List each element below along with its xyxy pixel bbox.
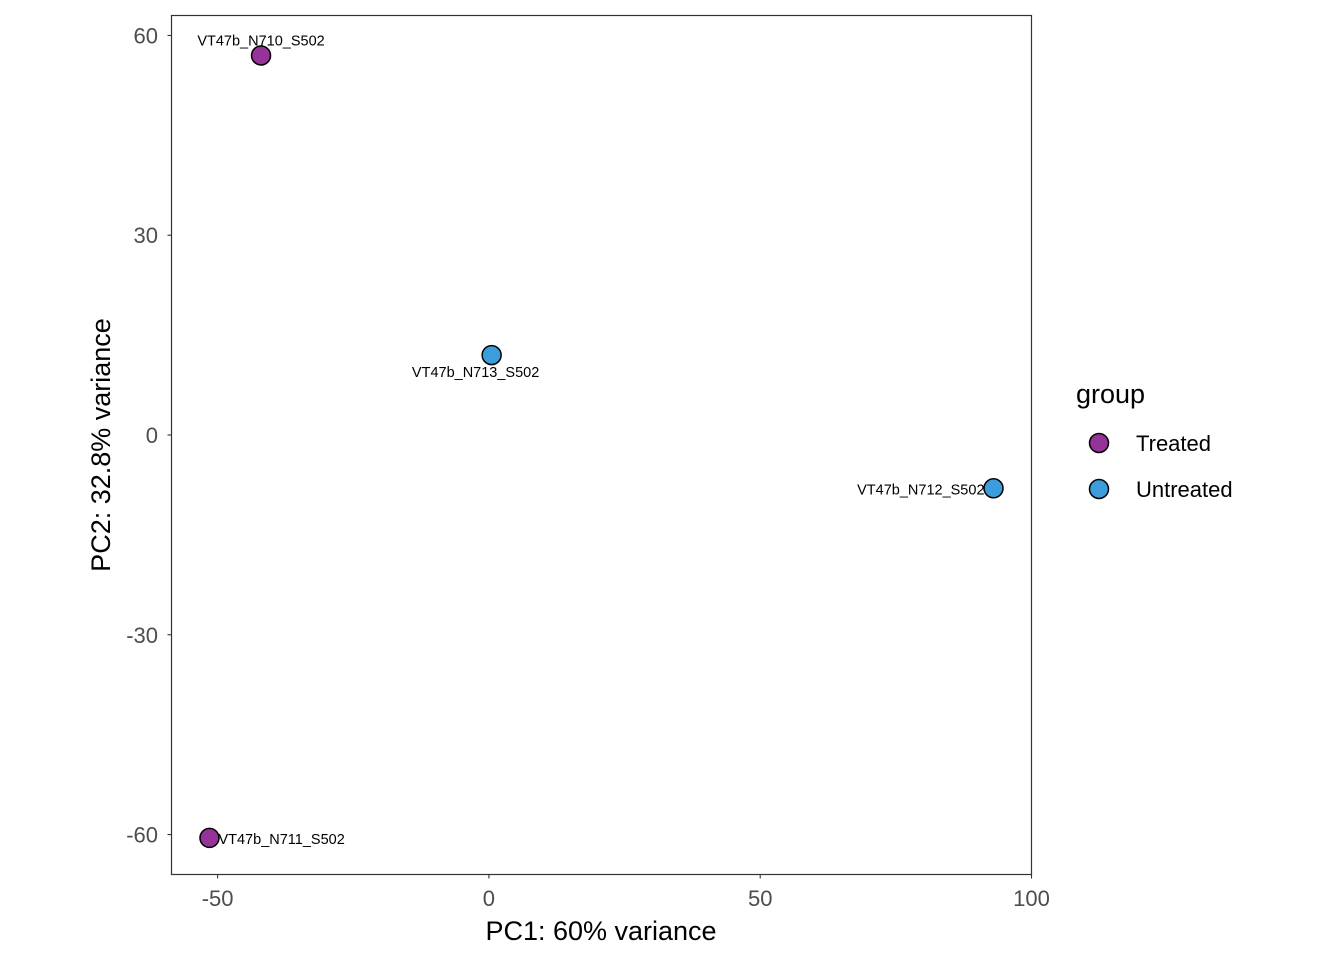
legend-title: group — [1076, 379, 1145, 409]
point-label: VT47b_N713_S502 — [412, 365, 539, 381]
point-label: VT47b_N712_S502 — [857, 482, 984, 498]
legend: group Treated Untreated — [1076, 379, 1233, 502]
point-label: VT47b_N711_S502 — [218, 832, 344, 848]
point-label: VT47b_N710_S502 — [197, 33, 324, 49]
y-tick-label: 60 — [134, 23, 158, 48]
x-axis-ticks: -50 0 50 100 — [202, 874, 1050, 911]
y-axis-title: PC2: 32.8% variance — [86, 318, 116, 572]
x-tick-label: -50 — [202, 886, 234, 911]
legend-entries: Treated Untreated — [1088, 431, 1233, 502]
data-point — [199, 827, 220, 849]
legend-label: Treated — [1136, 431, 1211, 456]
data-point — [983, 478, 1004, 499]
x-tick-label: 50 — [748, 886, 772, 911]
y-axis-ticks: 60 30 0 -30 -60 — [126, 23, 172, 848]
points-layer: VT47b_N710_S502 VT47b_N711_S502 VT47b_N713… — [197, 33, 1004, 849]
legend-key — [1088, 478, 1110, 500]
legend-label: Untreated — [1136, 477, 1233, 502]
y-tick-label: 0 — [146, 423, 158, 448]
data-point — [481, 344, 502, 366]
y-tick-label: 30 — [134, 223, 158, 248]
y-tick-label: -30 — [126, 623, 158, 648]
x-tick-label: 100 — [1013, 886, 1050, 911]
legend-key — [1088, 432, 1110, 454]
x-tick-label: 0 — [483, 886, 495, 911]
y-tick-label: -60 — [126, 823, 158, 848]
plot-panel — [170, 14, 1033, 876]
data-point — [250, 45, 272, 66]
x-axis-title: PC1: 60% variance — [485, 916, 716, 946]
